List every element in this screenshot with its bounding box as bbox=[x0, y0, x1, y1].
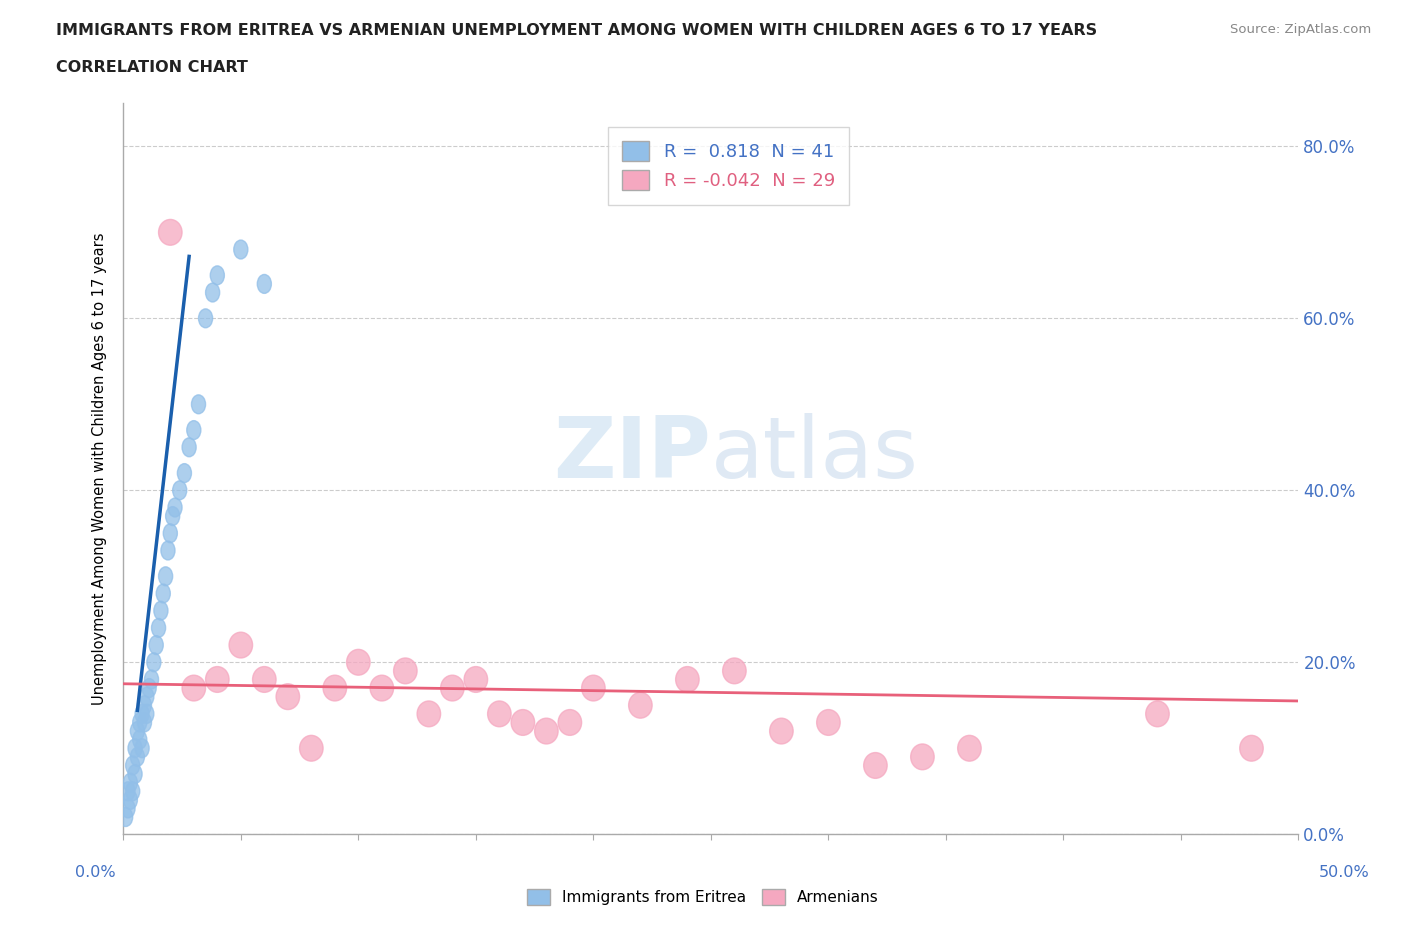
Ellipse shape bbox=[132, 730, 146, 750]
Ellipse shape bbox=[181, 675, 205, 701]
Ellipse shape bbox=[488, 701, 512, 726]
Ellipse shape bbox=[229, 632, 253, 658]
Ellipse shape bbox=[253, 667, 276, 692]
Y-axis label: Unemployment Among Women with Children Ages 6 to 17 years: Unemployment Among Women with Children A… bbox=[93, 232, 107, 705]
Ellipse shape bbox=[394, 658, 418, 684]
Ellipse shape bbox=[121, 782, 135, 801]
Ellipse shape bbox=[628, 692, 652, 718]
Ellipse shape bbox=[124, 773, 138, 792]
Ellipse shape bbox=[181, 438, 197, 457]
Ellipse shape bbox=[676, 667, 699, 692]
Ellipse shape bbox=[146, 653, 160, 671]
Ellipse shape bbox=[582, 675, 605, 701]
Ellipse shape bbox=[257, 274, 271, 293]
Ellipse shape bbox=[152, 618, 166, 637]
Ellipse shape bbox=[347, 649, 370, 675]
Ellipse shape bbox=[145, 670, 159, 689]
Ellipse shape bbox=[125, 782, 139, 801]
Ellipse shape bbox=[723, 658, 747, 684]
Ellipse shape bbox=[135, 738, 149, 758]
Ellipse shape bbox=[153, 601, 167, 620]
Ellipse shape bbox=[124, 790, 138, 809]
Text: CORRELATION CHART: CORRELATION CHART bbox=[56, 60, 247, 75]
Ellipse shape bbox=[233, 240, 247, 259]
Ellipse shape bbox=[1146, 701, 1170, 726]
Ellipse shape bbox=[276, 684, 299, 710]
Ellipse shape bbox=[121, 799, 135, 817]
Ellipse shape bbox=[534, 718, 558, 744]
Ellipse shape bbox=[863, 752, 887, 778]
Text: IMMIGRANTS FROM ERITREA VS ARMENIAN UNEMPLOYMENT AMONG WOMEN WITH CHILDREN AGES : IMMIGRANTS FROM ERITREA VS ARMENIAN UNEM… bbox=[56, 23, 1097, 38]
Ellipse shape bbox=[205, 667, 229, 692]
Text: Source: ZipAtlas.com: Source: ZipAtlas.com bbox=[1230, 23, 1371, 36]
Ellipse shape bbox=[138, 696, 152, 715]
Text: 0.0%: 0.0% bbox=[76, 865, 115, 880]
Ellipse shape bbox=[142, 679, 156, 698]
Ellipse shape bbox=[128, 738, 142, 758]
Text: ZIP: ZIP bbox=[553, 413, 711, 496]
Ellipse shape bbox=[163, 524, 177, 543]
Ellipse shape bbox=[187, 420, 201, 440]
Ellipse shape bbox=[512, 710, 534, 736]
Ellipse shape bbox=[160, 541, 174, 560]
Ellipse shape bbox=[370, 675, 394, 701]
Ellipse shape bbox=[211, 266, 225, 285]
Ellipse shape bbox=[911, 744, 934, 770]
Ellipse shape bbox=[128, 764, 142, 783]
Ellipse shape bbox=[198, 309, 212, 327]
Ellipse shape bbox=[177, 464, 191, 483]
Ellipse shape bbox=[118, 807, 132, 827]
Ellipse shape bbox=[558, 710, 582, 736]
Ellipse shape bbox=[131, 722, 145, 740]
Ellipse shape bbox=[132, 713, 146, 732]
Ellipse shape bbox=[769, 718, 793, 744]
Ellipse shape bbox=[159, 219, 181, 246]
Ellipse shape bbox=[299, 736, 323, 761]
Text: atlas: atlas bbox=[711, 413, 920, 496]
Ellipse shape bbox=[191, 395, 205, 414]
Ellipse shape bbox=[957, 736, 981, 761]
Ellipse shape bbox=[159, 566, 173, 586]
Ellipse shape bbox=[135, 704, 149, 724]
Ellipse shape bbox=[131, 748, 145, 766]
Ellipse shape bbox=[125, 756, 139, 775]
Ellipse shape bbox=[139, 704, 153, 724]
Ellipse shape bbox=[205, 283, 219, 302]
Ellipse shape bbox=[173, 481, 187, 499]
Ellipse shape bbox=[156, 584, 170, 603]
Ellipse shape bbox=[817, 710, 841, 736]
Ellipse shape bbox=[166, 507, 180, 525]
Ellipse shape bbox=[138, 713, 152, 732]
Ellipse shape bbox=[464, 667, 488, 692]
Ellipse shape bbox=[139, 687, 153, 706]
Ellipse shape bbox=[149, 635, 163, 655]
Legend: Immigrants from Eritrea, Armenians: Immigrants from Eritrea, Armenians bbox=[520, 882, 886, 913]
Text: 50.0%: 50.0% bbox=[1319, 865, 1369, 880]
Ellipse shape bbox=[1240, 736, 1263, 761]
Ellipse shape bbox=[323, 675, 347, 701]
Legend: R =  0.818  N = 41, R = -0.042  N = 29: R = 0.818 N = 41, R = -0.042 N = 29 bbox=[607, 127, 849, 205]
Ellipse shape bbox=[418, 701, 440, 726]
Ellipse shape bbox=[440, 675, 464, 701]
Ellipse shape bbox=[167, 498, 181, 517]
